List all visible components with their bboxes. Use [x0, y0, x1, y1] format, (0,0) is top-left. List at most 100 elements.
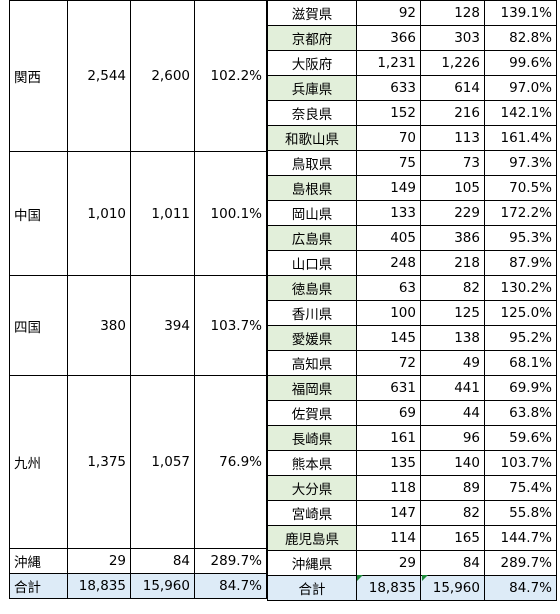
- pref-value-b-cell[interactable]: 82: [420, 500, 485, 526]
- pref-name-cell[interactable]: 愛媛県: [267, 325, 357, 351]
- pref-name-cell[interactable]: 香川県: [267, 300, 357, 326]
- pref-value-a-cell[interactable]: 69: [356, 400, 421, 426]
- pref-ratio-cell[interactable]: 95.2%: [484, 325, 557, 351]
- region-name-cell[interactable]: 九州: [9, 375, 68, 549]
- pref-name-cell[interactable]: 広島県: [267, 225, 357, 251]
- pref-ratio-cell[interactable]: 70.5%: [484, 175, 557, 201]
- region-ratio-cell[interactable]: 76.9%: [194, 375, 267, 549]
- region-ratio-cell[interactable]: 100.1%: [194, 151, 267, 276]
- pref-name-cell[interactable]: 宮崎県: [267, 500, 357, 526]
- pref-value-b-cell[interactable]: 614: [420, 75, 485, 101]
- pref-ratio-cell[interactable]: 95.3%: [484, 225, 557, 251]
- region-value-b-cell[interactable]: 2,600: [130, 0, 195, 152]
- pref-ratio-cell[interactable]: 55.8%: [484, 500, 557, 526]
- pref-ratio-cell[interactable]: 59.6%: [484, 425, 557, 451]
- pref-value-a-cell[interactable]: 29: [356, 550, 421, 576]
- pref-ratio-cell[interactable]: 68.1%: [484, 350, 557, 376]
- pref-name-cell[interactable]: 鹿児島県: [267, 525, 357, 551]
- region-value-a-cell[interactable]: 29: [67, 548, 131, 574]
- pref-ratio-cell[interactable]: 161.4%: [484, 125, 557, 151]
- region-value-b-cell[interactable]: 394: [130, 275, 195, 376]
- pref-name-cell[interactable]: 沖縄県: [267, 550, 357, 576]
- pref-value-a-cell[interactable]: 633: [356, 75, 421, 101]
- region-name-cell[interactable]: 四国: [9, 275, 68, 376]
- pref-ratio-cell[interactable]: 103.7%: [484, 450, 557, 476]
- total-value-b-cell[interactable]: 15,960: [130, 573, 195, 599]
- pref-name-cell[interactable]: 熊本県: [267, 450, 357, 476]
- pref-ratio-cell[interactable]: 125.0%: [484, 300, 557, 326]
- pref-value-b-cell[interactable]: 140: [420, 450, 485, 476]
- pref-value-b-cell[interactable]: 303: [420, 25, 485, 51]
- pref-value-b-cell[interactable]: 128: [420, 0, 485, 26]
- pref-value-a-cell[interactable]: 1,231: [356, 50, 421, 76]
- pref-value-a-cell[interactable]: 118: [356, 475, 421, 501]
- pref-value-b-cell[interactable]: 44: [420, 400, 485, 426]
- pref-value-a-cell[interactable]: 631: [356, 375, 421, 401]
- pref-value-a-cell[interactable]: 248: [356, 250, 421, 276]
- pref-name-cell[interactable]: 大分県: [267, 475, 357, 501]
- region-value-a-cell[interactable]: 1,375: [67, 375, 131, 549]
- region-value-a-cell[interactable]: 380: [67, 275, 131, 376]
- pref-name-cell[interactable]: 徳島県: [267, 275, 357, 301]
- pref-value-b-cell[interactable]: 82: [420, 275, 485, 301]
- pref-value-a-cell[interactable]: 145: [356, 325, 421, 351]
- pref-name-cell[interactable]: 兵庫県: [267, 75, 357, 101]
- pref-ratio-cell[interactable]: 144.7%: [484, 525, 557, 551]
- region-value-b-cell[interactable]: 84: [130, 548, 195, 574]
- pref-value-a-cell[interactable]: 92: [356, 0, 421, 26]
- pref-ratio-cell[interactable]: 97.3%: [484, 150, 557, 176]
- total-label-cell[interactable]: 合計: [9, 573, 68, 599]
- region-ratio-cell[interactable]: 289.7%: [194, 548, 267, 574]
- region-name-cell[interactable]: 関西: [9, 0, 68, 152]
- pref-ratio-cell[interactable]: 99.6%: [484, 50, 557, 76]
- total-ratio-cell[interactable]: 84.7%: [194, 573, 267, 599]
- region-value-a-cell[interactable]: 1,010: [67, 151, 131, 276]
- pref-value-a-cell[interactable]: 366: [356, 25, 421, 51]
- pref-value-a-cell[interactable]: 63: [356, 275, 421, 301]
- pref-ratio-cell[interactable]: 87.9%: [484, 250, 557, 276]
- pref-ratio-cell[interactable]: 82.8%: [484, 25, 557, 51]
- pref-value-b-cell[interactable]: 165: [420, 525, 485, 551]
- pref-value-b-cell[interactable]: 105: [420, 175, 485, 201]
- pref-value-b-cell[interactable]: 125: [420, 300, 485, 326]
- pref-name-cell[interactable]: 岡山県: [267, 200, 357, 226]
- pref-ratio-cell[interactable]: 97.0%: [484, 75, 557, 101]
- pref-value-b-cell[interactable]: 89: [420, 475, 485, 501]
- pref-value-b-cell[interactable]: 49: [420, 350, 485, 376]
- total-value-b-cell[interactable]: 15,960: [420, 575, 485, 601]
- pref-name-cell[interactable]: 大阪府: [267, 50, 357, 76]
- pref-name-cell[interactable]: 滋賀県: [267, 0, 357, 26]
- pref-value-b-cell[interactable]: 113: [420, 125, 485, 151]
- pref-name-cell[interactable]: 鳥取県: [267, 150, 357, 176]
- region-value-b-cell[interactable]: 1,057: [130, 375, 195, 549]
- total-ratio-cell[interactable]: 84.7%: [484, 575, 557, 601]
- pref-value-a-cell[interactable]: 149: [356, 175, 421, 201]
- pref-value-a-cell[interactable]: 70: [356, 125, 421, 151]
- pref-ratio-cell[interactable]: 69.9%: [484, 375, 557, 401]
- pref-value-a-cell[interactable]: 114: [356, 525, 421, 551]
- pref-name-cell[interactable]: 和歌山県: [267, 125, 357, 151]
- total-label-cell[interactable]: 合計: [267, 575, 357, 601]
- pref-ratio-cell[interactable]: 75.4%: [484, 475, 557, 501]
- pref-value-b-cell[interactable]: 1,226: [420, 50, 485, 76]
- region-name-cell[interactable]: 沖縄: [9, 548, 68, 574]
- pref-value-a-cell[interactable]: 72: [356, 350, 421, 376]
- region-ratio-cell[interactable]: 102.2%: [194, 0, 267, 152]
- pref-value-b-cell[interactable]: 386: [420, 225, 485, 251]
- pref-name-cell[interactable]: 京都府: [267, 25, 357, 51]
- pref-ratio-cell[interactable]: 289.7%: [484, 550, 557, 576]
- pref-value-a-cell[interactable]: 152: [356, 100, 421, 126]
- pref-name-cell[interactable]: 奈良県: [267, 100, 357, 126]
- pref-value-b-cell[interactable]: 229: [420, 200, 485, 226]
- pref-name-cell[interactable]: 山口県: [267, 250, 357, 276]
- pref-value-b-cell[interactable]: 218: [420, 250, 485, 276]
- pref-name-cell[interactable]: 島根県: [267, 175, 357, 201]
- pref-value-a-cell[interactable]: 147: [356, 500, 421, 526]
- pref-ratio-cell[interactable]: 139.1%: [484, 0, 557, 26]
- pref-value-a-cell[interactable]: 133: [356, 200, 421, 226]
- pref-value-a-cell[interactable]: 161: [356, 425, 421, 451]
- pref-name-cell[interactable]: 長崎県: [267, 425, 357, 451]
- pref-value-b-cell[interactable]: 216: [420, 100, 485, 126]
- total-value-a-cell[interactable]: 18,835: [67, 573, 131, 599]
- pref-value-b-cell[interactable]: 73: [420, 150, 485, 176]
